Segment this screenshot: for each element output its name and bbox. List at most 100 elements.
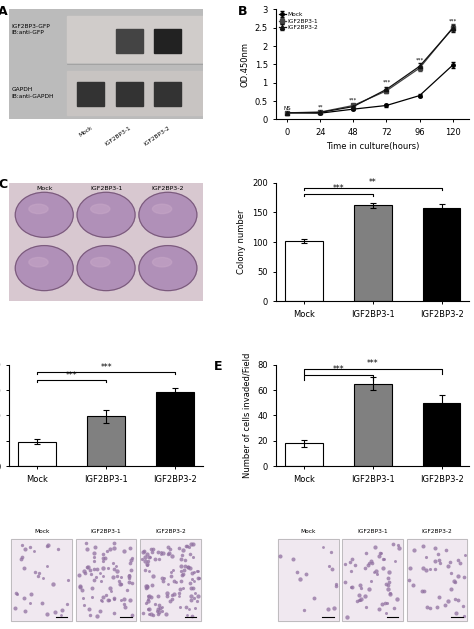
Point (157, 549, 165, 559)
Point (147, 544, 155, 554)
Point (155, 608, 162, 618)
Ellipse shape (77, 245, 135, 291)
Point (447, 584, 455, 594)
Point (76, 582, 84, 592)
Point (351, 560, 359, 571)
Point (384, 584, 392, 594)
Point (419, 586, 426, 596)
Bar (278, 539, 338, 621)
Point (362, 548, 370, 559)
Point (372, 565, 380, 576)
Point (356, 596, 363, 606)
Point (64, 599, 71, 610)
Text: **: ** (369, 178, 376, 187)
Text: ***: *** (332, 184, 344, 193)
Point (190, 539, 197, 549)
Point (84, 562, 92, 572)
Point (434, 548, 441, 559)
Point (191, 567, 198, 577)
Point (126, 595, 134, 605)
Point (426, 564, 434, 574)
Point (155, 547, 162, 557)
Point (410, 545, 418, 555)
Point (117, 579, 125, 589)
Point (18, 540, 26, 550)
Text: Mock: Mock (301, 530, 316, 534)
Point (188, 539, 195, 549)
Point (187, 596, 195, 606)
Point (391, 556, 399, 566)
Point (91, 564, 98, 574)
Point (164, 549, 172, 559)
Point (78, 585, 86, 595)
Point (436, 555, 443, 565)
Point (379, 563, 387, 573)
X-axis label: Time in culture(hours): Time in culture(hours) (326, 142, 419, 152)
Point (116, 579, 124, 589)
Point (445, 596, 452, 606)
Point (20, 593, 27, 603)
Bar (342, 539, 403, 621)
Point (166, 544, 174, 554)
Point (178, 569, 186, 579)
Point (143, 582, 151, 592)
Point (181, 561, 189, 571)
Point (451, 577, 459, 587)
Point (36, 567, 43, 577)
Point (30, 545, 38, 555)
Point (328, 564, 336, 574)
Text: IGF2BP3-1: IGF2BP3-1 (90, 186, 122, 191)
Point (101, 552, 109, 562)
Point (370, 567, 378, 577)
Point (139, 547, 147, 557)
Bar (77, 82, 104, 106)
Point (128, 610, 136, 620)
Point (349, 582, 356, 592)
Point (169, 594, 176, 604)
Point (99, 592, 107, 602)
Point (177, 561, 185, 571)
Point (108, 586, 115, 596)
Point (103, 546, 110, 556)
Point (187, 577, 194, 587)
Point (128, 554, 136, 564)
Point (175, 591, 183, 601)
Text: Mock: Mock (36, 186, 53, 191)
Point (144, 581, 151, 591)
Point (347, 582, 355, 593)
Point (410, 580, 417, 590)
Point (384, 580, 392, 590)
Point (162, 609, 170, 619)
Point (371, 542, 378, 552)
Point (112, 561, 119, 571)
Point (419, 563, 427, 573)
Point (357, 594, 365, 604)
Point (145, 566, 152, 576)
Point (185, 604, 193, 614)
Point (142, 598, 150, 608)
Point (147, 609, 155, 619)
Point (99, 571, 107, 581)
Point (99, 596, 106, 606)
Point (86, 565, 94, 575)
Point (165, 548, 173, 558)
Point (190, 583, 197, 593)
Point (343, 612, 351, 622)
Point (346, 557, 354, 567)
Point (368, 557, 375, 567)
Point (123, 586, 131, 596)
Point (11, 603, 18, 613)
Point (110, 608, 118, 618)
Point (96, 568, 104, 578)
Point (164, 587, 171, 598)
Y-axis label: OD.450nm: OD.450nm (240, 42, 249, 87)
Bar (18, 442, 56, 466)
Point (82, 568, 89, 578)
Text: ***: *** (100, 363, 112, 372)
Point (76, 581, 84, 591)
Point (276, 550, 284, 560)
Point (114, 566, 121, 576)
Point (12, 588, 20, 598)
Ellipse shape (77, 192, 135, 237)
Point (433, 602, 441, 612)
